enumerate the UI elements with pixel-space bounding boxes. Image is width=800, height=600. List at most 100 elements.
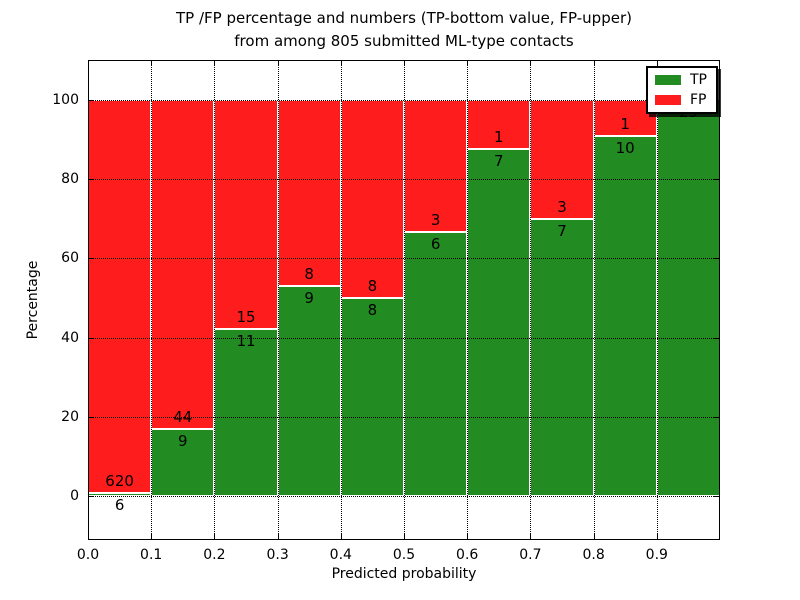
x-tick-label: 0.4: [329, 547, 352, 563]
x-tick-top: [404, 61, 405, 66]
v-gridline: [277, 60, 279, 540]
y-tick: [89, 258, 94, 260]
v-gridline: [404, 60, 405, 540]
y-tick-right: [714, 337, 719, 339]
y-tick-label: 60: [61, 250, 79, 267]
v-gridline: [656, 60, 658, 540]
fp-count-label-bin-1: 44: [173, 408, 193, 426]
fp-count-label-bin-6: 1: [494, 128, 504, 147]
legend-label-fp: FP: [690, 92, 707, 108]
x-tick-label: 0.1: [140, 547, 163, 563]
x-tick-top: [214, 61, 216, 66]
x-tick-top: [88, 61, 89, 66]
x-axis-label: Predicted probability: [331, 566, 477, 582]
fp-count-label-bin-3: 8: [304, 265, 314, 284]
fp-color-swatch: [655, 95, 681, 105]
tp-count-label-bin-2: 11: [236, 331, 256, 350]
x-tick-label: 0.0: [76, 547, 100, 563]
x-tick: [340, 534, 342, 539]
chart-title-line2: from among 805 submitted ML-type contact…: [234, 32, 574, 50]
x-tick-top: [340, 61, 342, 66]
tp-bar-bin-5: [404, 231, 468, 497]
chart-title: TP /FP percentage and numbers (TP-bottom…: [0, 7, 800, 53]
x-tick-label: 0.6: [456, 547, 479, 563]
fp-count-label-bin-2: 15: [236, 307, 256, 326]
tp-count-label-bin-6: 7: [494, 152, 504, 171]
x-tick: [214, 534, 216, 539]
tp-bar-bin-4: [340, 298, 404, 497]
v-gridline: [593, 60, 595, 540]
fp-count-label-bin-0: 620: [105, 471, 134, 490]
tp-count-label-bin-3: 9: [304, 289, 314, 308]
y-tick: [89, 496, 94, 498]
x-tick-top: [593, 61, 595, 66]
h-gridline: [88, 496, 720, 498]
fp-count-label-bin-8: 1: [620, 114, 630, 133]
y-tick-right: [714, 496, 719, 498]
fp-count-label-bin-7: 3: [557, 197, 567, 216]
x-tick-label: 0.7: [519, 547, 542, 563]
h-gridline: [88, 337, 720, 339]
x-tick: [530, 534, 532, 539]
x-tick-label: 0.8: [582, 547, 605, 563]
y-tick-label: 100: [52, 91, 79, 108]
tp-bar-bin-7: [530, 218, 594, 497]
fp-bar-bin-5: [404, 99, 468, 232]
tp-count-label-bin-4: 8: [367, 301, 378, 320]
x-tick: [656, 534, 658, 539]
x-tick: [404, 534, 405, 539]
tp-color-swatch: [655, 75, 681, 85]
tp-bar-bin-2: [214, 328, 278, 497]
v-gridline: [340, 60, 342, 540]
x-tick: [151, 534, 153, 539]
tp-count-label-bin-7: 7: [557, 221, 567, 240]
y-tick-right: [714, 417, 719, 419]
x-tick-top: [277, 61, 279, 66]
h-gridline: [88, 179, 720, 180]
x-tick-label: 0.3: [266, 547, 289, 563]
tp-count-label-bin-1: 9: [178, 432, 188, 450]
x-tick: [593, 534, 595, 539]
fp-bar-bin-2: [214, 99, 278, 329]
v-gridline: [151, 60, 153, 540]
h-gridline: [88, 99, 720, 101]
tp-count-label-bin-0: 6: [114, 495, 125, 514]
tp-count-label-bin-5: 6: [430, 234, 441, 253]
x-tick-top: [656, 61, 658, 66]
y-tick: [89, 99, 94, 101]
fp-bar-bin-3: [277, 99, 341, 287]
legend-entry-fp: FP: [655, 92, 709, 108]
x-tick: [277, 534, 279, 539]
x-tick: [88, 534, 89, 539]
fp-count-label-bin-4: 8: [367, 277, 378, 296]
legend-entry-tp: TP: [655, 72, 709, 88]
y-tick: [89, 179, 94, 180]
fp-bar-bin-1: [151, 99, 215, 429]
fp-bar-bin-0: [88, 99, 152, 493]
y-tick-right: [714, 258, 719, 260]
legend: TP FP: [646, 66, 718, 114]
y-tick-label: 20: [61, 409, 79, 426]
v-gridline: [530, 60, 532, 540]
x-tick: [467, 534, 469, 539]
h-gridline: [88, 417, 720, 419]
x-tick-label: 0.9: [645, 547, 668, 563]
x-tick-top: [151, 61, 153, 66]
y-tick: [89, 417, 94, 419]
v-gridline: [214, 60, 216, 540]
x-tick-label: 0.5: [392, 547, 416, 563]
tp-bar-bin-1: [151, 429, 215, 497]
x-tick-top: [467, 61, 469, 66]
x-tick-top: [530, 61, 532, 66]
fp-bar-bin-4: [340, 99, 404, 298]
tp-bar-bin-8: [593, 135, 657, 497]
v-gridline: [467, 60, 469, 540]
tp-bar-bin-9: [656, 99, 720, 497]
h-gridline: [88, 258, 720, 260]
tp-bar-bin-3: [277, 286, 341, 497]
fp-count-label-bin-5: 3: [430, 210, 441, 229]
x-tick-label: 0.2: [203, 547, 226, 563]
y-tick-label: 80: [61, 171, 79, 187]
y-tick-right: [714, 179, 719, 180]
